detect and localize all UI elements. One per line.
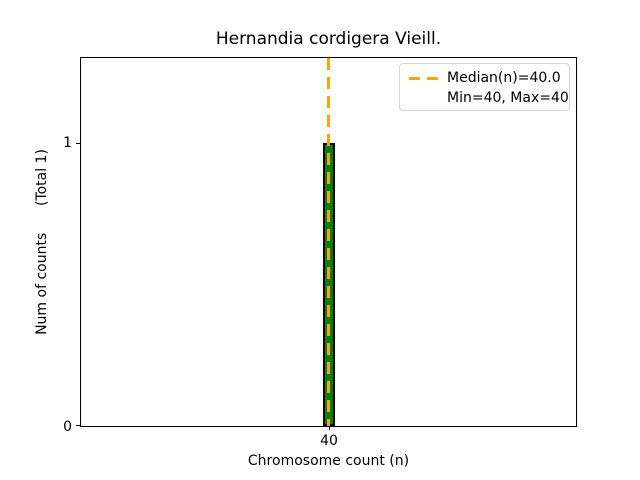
y-tick-mark-1 bbox=[76, 143, 80, 144]
x-tick-mark-40 bbox=[329, 426, 330, 430]
dashed-line-icon bbox=[409, 76, 438, 80]
legend-label-minmax: Min=40, Max=40 bbox=[447, 90, 569, 106]
legend-item-median: Median(n)=40.0 bbox=[409, 68, 561, 88]
legend-label-median: Median(n)=40.0 bbox=[447, 70, 561, 86]
x-axis-label: Chromosome count (n) bbox=[247, 453, 410, 469]
chart-title: Hernandia cordigera Vieill. bbox=[215, 29, 442, 49]
legend-item-minmax: Min=40, Max=40 bbox=[409, 88, 569, 108]
plot-area: Median(n)=40.0 Min=40, Max=40 bbox=[76, 57, 577, 430]
y-tick-label-0: 0 bbox=[63, 419, 72, 435]
y-tick-mark-0 bbox=[76, 425, 80, 426]
y-axis-label: Num of counts (Total 1) bbox=[34, 149, 50, 335]
y-tick-label-1: 1 bbox=[63, 135, 72, 151]
legend-marker-spacer bbox=[409, 97, 438, 100]
median-line bbox=[327, 58, 330, 426]
legend-box: Median(n)=40.0 Min=40, Max=40 bbox=[399, 63, 570, 111]
x-tick-label-40: 40 bbox=[320, 433, 338, 449]
